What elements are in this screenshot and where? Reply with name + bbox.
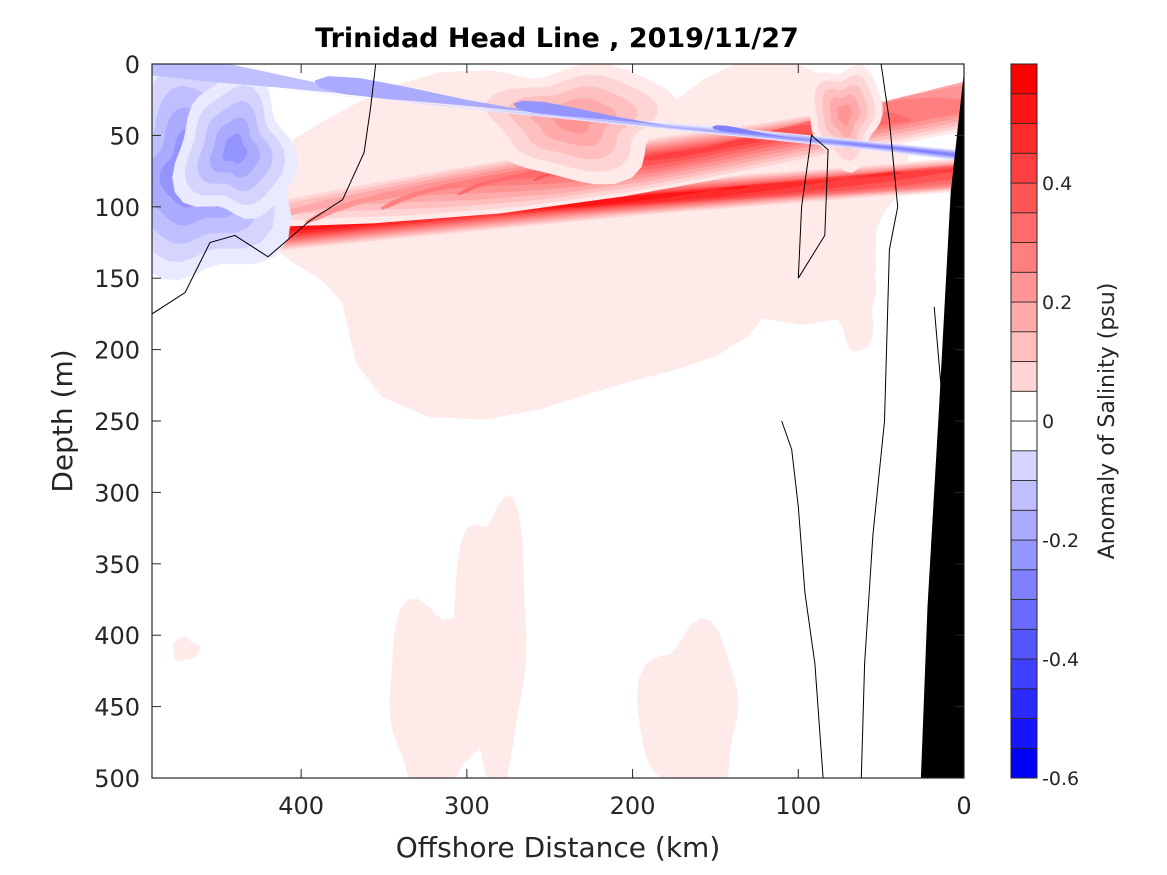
y-tick-label: 300 <box>94 479 140 507</box>
colorbar-level <box>1010 242 1038 273</box>
y-tick-label: 450 <box>94 694 140 722</box>
x-tick-label: 300 <box>444 792 490 820</box>
colorbar-tick-label: -0.4 <box>1042 649 1079 671</box>
colorbar-tick-label: 0 <box>1042 411 1054 433</box>
colorbar-level <box>1010 628 1038 660</box>
colorbar-tick-label: -0.2 <box>1042 530 1079 552</box>
contour-small-positive-nearshore <box>832 265 876 352</box>
zero-contour-line <box>781 420 824 778</box>
x-tick-label: 100 <box>775 792 821 820</box>
colorbar-level <box>1010 331 1038 362</box>
colorbar-level <box>1010 212 1038 243</box>
colorbar-level <box>1010 361 1038 392</box>
contour-deep-positive-central <box>453 495 527 778</box>
y-axis-label: Depth (m) <box>46 349 79 492</box>
x-tick-label: 400 <box>278 792 324 820</box>
colorbar-level <box>1010 390 1038 422</box>
contour-fills <box>152 64 964 778</box>
colorbar-level <box>1010 420 1038 452</box>
colorbar-frame <box>1010 63 1038 779</box>
y-tick-label: 50 <box>109 122 140 150</box>
zero-contour-line <box>860 64 899 778</box>
colorbar-level <box>1010 123 1038 154</box>
colorbar-level <box>1010 182 1038 214</box>
contour-offshore-fresh-secondary-level-5 <box>222 133 248 164</box>
y-tick-label: 400 <box>94 622 140 650</box>
plot-area: 400 300 200 100 0 0 50 100 150 200 250 300 350 400 45… <box>94 51 972 820</box>
contour-small-salty-core-level-5 <box>837 104 853 126</box>
contour-deep-positive-east <box>637 618 739 778</box>
contour-nearshore-fresh-core-level-5 <box>513 100 964 158</box>
colorbar-level <box>1010 93 1038 124</box>
colorbar-level <box>1010 599 1038 630</box>
y-tick-label: 250 <box>94 408 140 436</box>
colorbar-level <box>1010 747 1038 779</box>
contour-small-positive-patch <box>172 636 200 662</box>
x-tick-label: 0 <box>956 792 971 820</box>
zero-contour-lines <box>152 64 948 778</box>
y-tick-label: 500 <box>94 765 140 793</box>
y-tick-label: 0 <box>125 51 140 79</box>
colorbar-level <box>1010 450 1038 481</box>
y-tick-label: 150 <box>94 265 140 293</box>
contour-nearshore-fresh-core-level-4 <box>314 76 964 159</box>
zero-contour-line <box>797 134 829 279</box>
colorbar: 0.4 0.2 0 -0.2 -0.4 -0.6 <box>1010 63 1079 790</box>
x-axis-label: Offshore Distance (km) <box>396 831 721 864</box>
y-axis-ticks: 0 50 100 150 200 250 300 350 400 450 500 <box>94 51 964 793</box>
chart-title: Trinidad Head Line , 2019/11/27 <box>315 23 799 54</box>
zero-contour-line <box>152 64 377 315</box>
colorbar-tick-label: 0.4 <box>1042 173 1072 195</box>
colorbar-tick-label: 0.2 <box>1042 292 1072 314</box>
colorbar-level <box>1010 63 1038 95</box>
colorbar-level <box>1010 480 1038 511</box>
colorbar-level <box>1010 688 1038 719</box>
colorbar-level <box>1010 569 1038 600</box>
contour-secondary-salty-core-level-9 <box>609 138 761 167</box>
colorbar-tick-label: -0.6 <box>1042 768 1079 790</box>
contour-nearshore-fresh-core-level-6 <box>712 125 964 158</box>
colorbar-level <box>1010 509 1038 541</box>
y-tick-label: 350 <box>94 551 140 579</box>
colorbar-level <box>1010 539 1038 571</box>
colorbar-level <box>1010 301 1038 333</box>
x-axis-ticks: 400 300 200 100 0 <box>278 64 972 820</box>
bathymetry-seafloor <box>920 71 964 778</box>
colorbar-level <box>1010 658 1038 690</box>
colorbar-label: Anomaly of Salinity (psu) <box>1095 283 1120 560</box>
colorbar-level <box>1010 271 1038 303</box>
colorbar-level <box>1010 152 1038 184</box>
colorbar-level <box>1010 718 1038 749</box>
y-tick-label: 100 <box>94 194 140 222</box>
x-tick-label: 200 <box>610 792 656 820</box>
y-tick-label: 200 <box>94 337 140 365</box>
